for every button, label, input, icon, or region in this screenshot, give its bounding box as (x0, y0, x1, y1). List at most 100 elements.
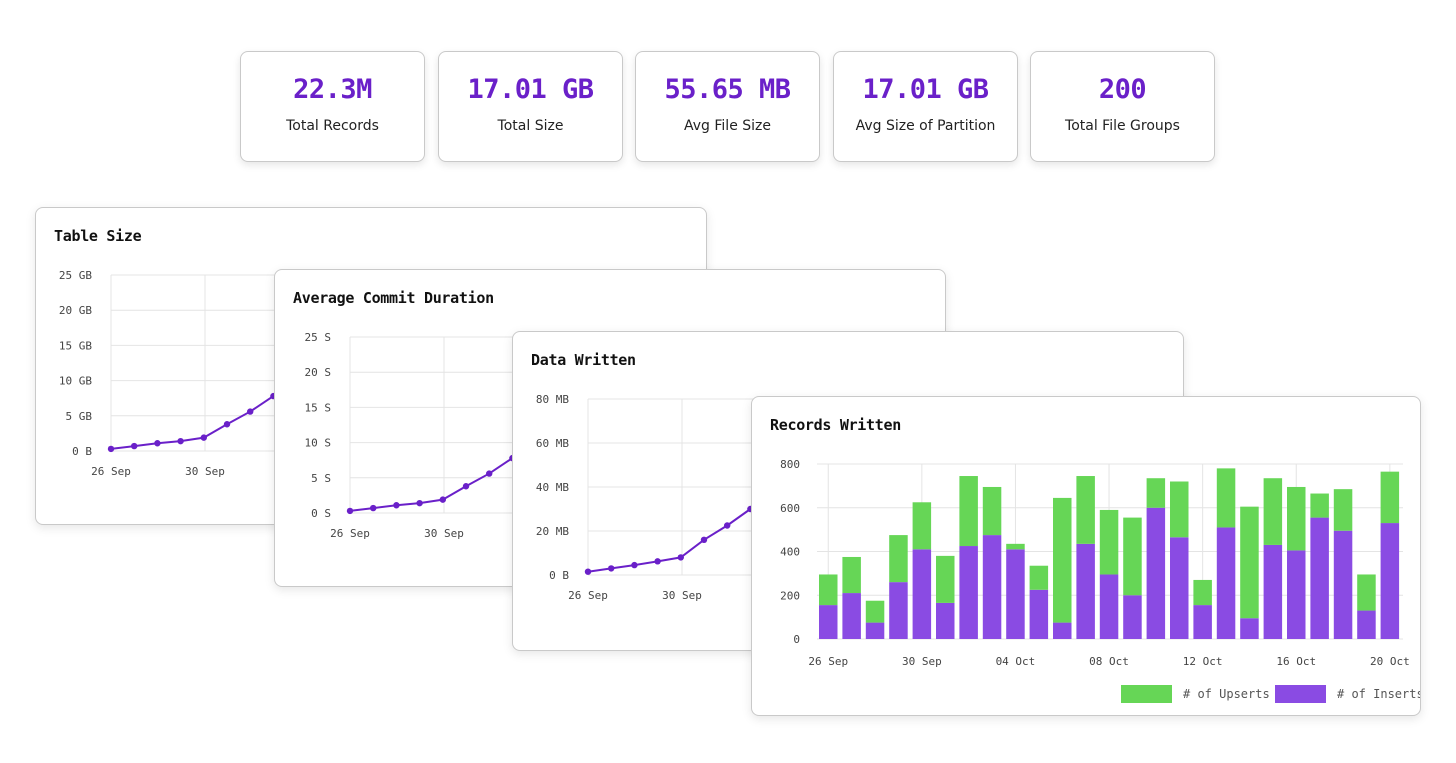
data-point (177, 437, 184, 445)
y-tick-label: 0 (793, 633, 800, 646)
bar-inserts (1029, 589, 1049, 639)
data-point (654, 558, 661, 565)
bar-upserts (959, 476, 978, 547)
y-tick-label: 5 GB (66, 410, 93, 423)
bar-inserts (1380, 523, 1400, 639)
bar-inserts (1216, 527, 1236, 639)
stat-card-total-file-groups: 200 Total File Groups (1030, 51, 1215, 162)
legend-label-upserts: # of Upserts (1183, 687, 1270, 701)
x-tick-label: 26 Sep (568, 589, 608, 602)
bar-upserts (842, 556, 861, 594)
y-tick-label: 10 S (305, 437, 332, 450)
y-tick-label: 200 (780, 589, 800, 602)
data-point (677, 554, 684, 561)
bar-upserts (1333, 489, 1353, 531)
bar-upserts (1146, 478, 1166, 508)
data-point (631, 561, 638, 569)
series-line (349, 457, 513, 512)
y-tick-label: 25 GB (59, 269, 92, 282)
x-tick-label: 30 Sep (662, 589, 702, 602)
y-tick-label: 60 MB (536, 437, 569, 450)
data-point (439, 496, 446, 503)
bar-inserts (1287, 550, 1306, 639)
bar-upserts (1006, 543, 1025, 550)
y-tick-label: 25 S (305, 331, 332, 344)
bar-upserts (1123, 517, 1142, 596)
y-tick-label: 40 MB (536, 481, 569, 494)
stat-card-total-records: 22.3M Total Records (240, 51, 425, 162)
bar-inserts (819, 605, 838, 639)
y-tick-label: 0 B (72, 445, 92, 458)
data-point (393, 502, 400, 509)
bar-inserts (1099, 574, 1119, 639)
bar-inserts (1006, 549, 1025, 639)
legend-swatch-inserts (1275, 685, 1326, 703)
bar-upserts (936, 555, 955, 603)
x-tick-label: 30 Sep (185, 465, 225, 478)
bar-inserts (959, 546, 978, 639)
bar-inserts (1310, 517, 1329, 639)
bar-upserts (1216, 468, 1236, 528)
data-point (584, 568, 592, 575)
x-tick-label: 26 Sep (91, 465, 131, 478)
bar-inserts (1333, 530, 1353, 639)
bar-upserts (819, 574, 838, 606)
x-tick-label: 12 Oct (1183, 655, 1223, 668)
bar-upserts (982, 486, 1002, 536)
bar-inserts (1053, 622, 1072, 639)
series-line (587, 508, 751, 573)
data-point (724, 522, 731, 529)
card-title: Average Commit Duration (293, 289, 494, 307)
data-point (223, 421, 231, 428)
data-point (247, 408, 254, 415)
stat-label: Total Records (286, 118, 379, 134)
records-written-card: Records Written 0 200 400 600 800 26 Sep 30 Se… (751, 396, 1421, 716)
x-tick-label: 26 Sep (808, 655, 848, 668)
y-tick-label: 600 (780, 502, 800, 515)
bar-upserts (1310, 493, 1329, 518)
data-point (608, 565, 615, 572)
card-title: Records Written (770, 416, 901, 434)
bar-inserts (865, 622, 885, 639)
bar-inserts (1170, 537, 1189, 639)
stat-card-avg-partition-size: 17.01 GB Avg Size of Partition (833, 51, 1018, 162)
stat-card-avg-file-size: 55.65 MB Avg File Size (635, 51, 820, 162)
x-tick-label: 26 Sep (330, 527, 370, 540)
bar-upserts (1380, 471, 1400, 524)
stat-value: 22.3M (293, 74, 372, 105)
stat-value: 17.01 GB (862, 74, 989, 105)
data-point (370, 504, 377, 512)
legend-label-inserts: # of Inserts (1337, 687, 1421, 701)
records-written-chart: 0 200 400 600 800 26 Sep 30 Sep 04 Oct 08 Oct 12 … (780, 458, 1421, 703)
bar-inserts (936, 602, 955, 639)
data-point (107, 445, 115, 453)
x-tick-label: 30 Sep (902, 655, 942, 668)
bar-inserts (1263, 544, 1283, 639)
stat-label: Total Size (497, 118, 564, 134)
stat-label: Avg Size of Partition (855, 118, 996, 134)
bar-inserts (842, 593, 861, 639)
legend-swatch-upserts (1121, 685, 1172, 703)
bar-inserts (1357, 610, 1376, 639)
data-point (154, 440, 161, 447)
data-point (416, 499, 423, 507)
y-tick-label: 15 S (305, 401, 332, 414)
bar-upserts (1263, 478, 1283, 545)
card-title: Data Written (531, 351, 636, 369)
x-tick-label: 16 Oct (1276, 655, 1316, 668)
bar-inserts (912, 549, 932, 639)
y-tick-label: 5 S (311, 472, 331, 485)
bar-upserts (1053, 497, 1072, 623)
stat-card-total-size: 17.01 GB Total Size (438, 51, 623, 162)
y-tick-label: 15 GB (59, 339, 92, 352)
y-tick-label: 20 GB (59, 304, 92, 317)
stat-label: Avg File Size (684, 118, 771, 134)
bar-upserts (1240, 506, 1259, 619)
bar-upserts (1029, 565, 1049, 590)
bar-inserts (1076, 543, 1095, 639)
bar-inserts (889, 582, 908, 639)
data-point (486, 470, 493, 477)
y-tick-label: 20 MB (536, 525, 569, 538)
x-tick-label: 04 Oct (996, 655, 1036, 668)
y-tick-label: 400 (780, 546, 800, 559)
